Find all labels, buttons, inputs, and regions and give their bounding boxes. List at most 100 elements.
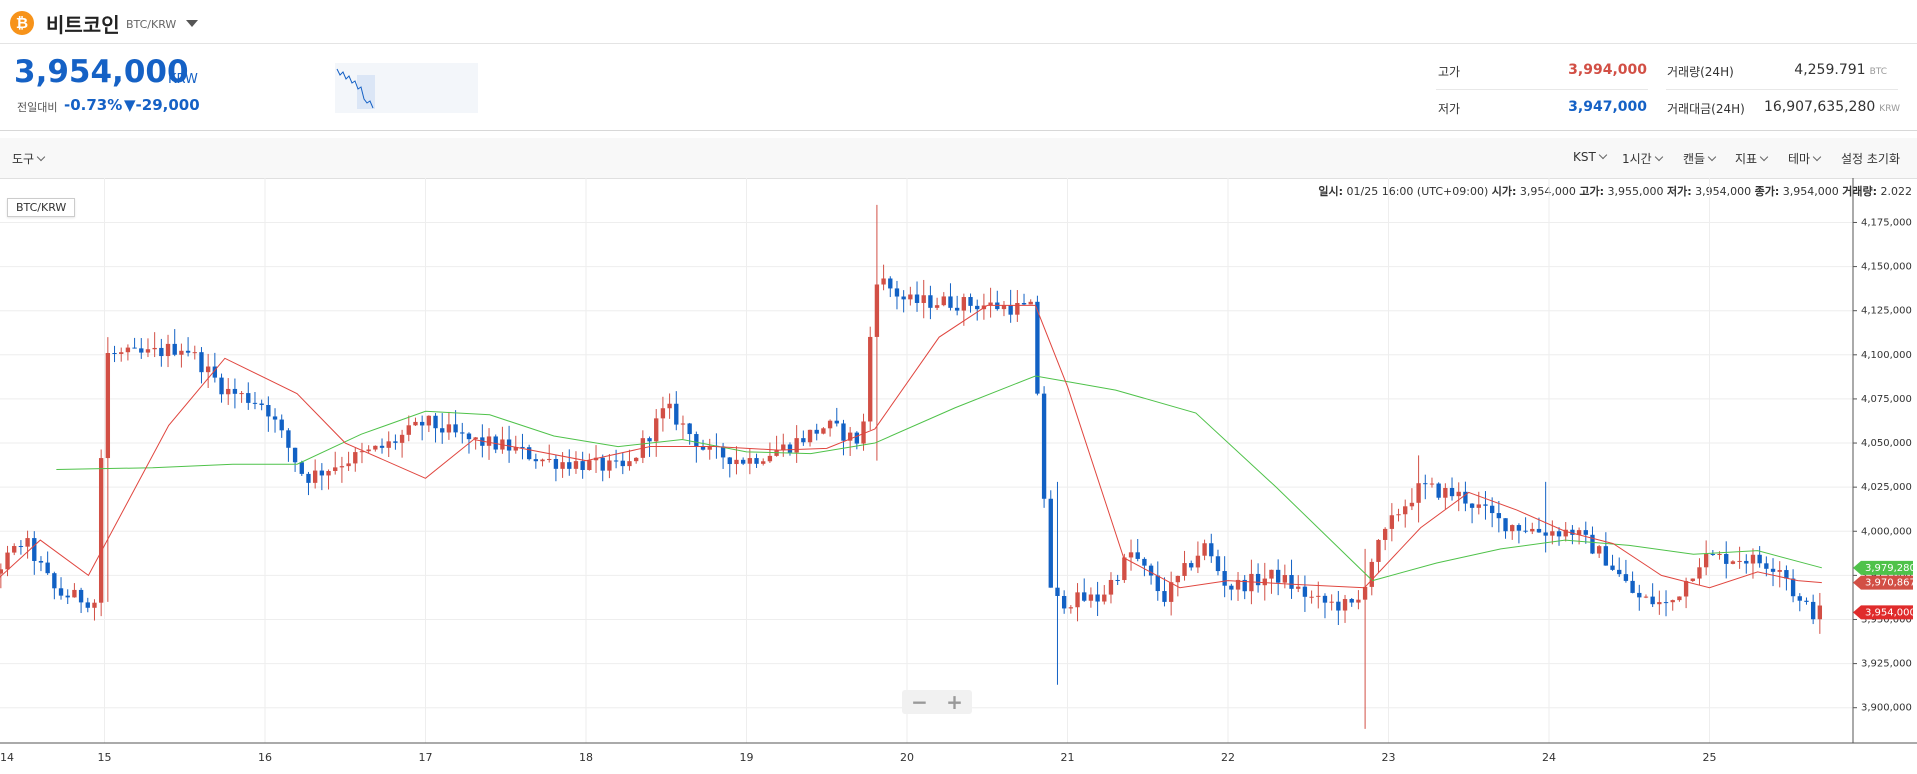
candlestick-chart[interactable]: 4,175,000 4,150,000 4,125,000 4,100,000 4,07… [0, 178, 1917, 774]
reset-settings-button[interactable]: 설정 초기화 [1841, 152, 1901, 166]
candle-body [1282, 575, 1288, 583]
candle-body [172, 343, 177, 355]
x-tick-label: 22 [1221, 751, 1235, 764]
y-tick-label: 4,050,000 [1861, 438, 1912, 449]
candle-body [901, 296, 906, 300]
candle-body [440, 428, 445, 433]
candle-body [205, 366, 211, 373]
candle-body [1443, 487, 1448, 498]
candle-body [1015, 303, 1020, 315]
candle-body [928, 295, 933, 308]
candle-body [0, 569, 4, 574]
candle-body [1162, 591, 1167, 602]
candle-body [1409, 502, 1415, 507]
candle-body [934, 305, 940, 308]
candle-body [159, 347, 164, 357]
y-tick-label: 3,950,000 [1861, 614, 1912, 625]
candle-body [727, 457, 732, 465]
candle-body [1168, 582, 1174, 602]
candle-body [1316, 595, 1321, 597]
x-tick-label: 23 [1382, 751, 1396, 764]
x-tick-label: 20 [900, 751, 914, 764]
candle-body [486, 436, 492, 446]
candle-body [1082, 592, 1087, 601]
top-bar: ₿ 비트코인 BTC/KRW [0, 0, 1917, 44]
candle-body [1329, 601, 1334, 603]
candle-body [105, 353, 111, 459]
candle-body [540, 459, 545, 462]
candle-body [1115, 579, 1120, 581]
volume-unit: BTC [1869, 67, 1887, 77]
candle-body [1061, 595, 1067, 609]
candle-body [1048, 498, 1053, 588]
theme-menu[interactable]: 테마 [1788, 150, 1820, 167]
candle-body [38, 560, 44, 563]
timezone-menu[interactable]: KST [1573, 150, 1606, 164]
candle-body [1737, 560, 1742, 562]
candle-body [861, 421, 866, 444]
candle-body [112, 353, 117, 355]
candle-body [165, 343, 171, 357]
zoom-in-button[interactable]: + [946, 690, 963, 714]
candle-body [493, 436, 498, 450]
x-tick-label: 16 [258, 751, 272, 764]
candle-body [1122, 557, 1127, 581]
candle-body [520, 446, 525, 448]
candle-body [975, 305, 980, 310]
candle-body [1603, 546, 1609, 566]
candle-body [1503, 518, 1508, 532]
candle-body [272, 416, 278, 420]
candle-body [1028, 301, 1033, 305]
change-percent: -0.73% [64, 96, 123, 114]
candle-body [219, 377, 224, 395]
candle-body [1570, 529, 1575, 535]
candle-body [460, 432, 465, 434]
zoom-out-button[interactable]: − [911, 690, 928, 714]
chevron-down-icon[interactable] [186, 20, 198, 27]
candle-body [781, 444, 786, 451]
indicator-menu[interactable]: 지표 [1735, 150, 1767, 167]
candle-body [199, 352, 204, 373]
candle-body [446, 424, 452, 433]
candle-body [1717, 553, 1722, 555]
volume-label: 거래량(24H) [1667, 65, 1734, 79]
candle-body [1677, 596, 1682, 601]
tools-menu[interactable]: 도구 [12, 150, 44, 167]
candle-body [567, 462, 572, 469]
candle-body [787, 444, 793, 453]
candle-body [1790, 578, 1796, 597]
candle-body [32, 538, 37, 561]
candle-body [406, 425, 411, 435]
candle-body [1155, 575, 1160, 592]
candle-body [473, 437, 478, 440]
candle-body [1550, 531, 1555, 536]
interval-menu[interactable]: 1시간 [1622, 150, 1662, 167]
ohlc-info: 일시: 01/25 16:00 (UTC+09:00) 시가: 3,954,00… [1318, 185, 1912, 198]
candle-body [754, 458, 759, 464]
candle-body [1322, 595, 1328, 603]
candle-body [1275, 569, 1281, 583]
candle-body [1349, 599, 1354, 603]
candle-body [1489, 505, 1495, 514]
candle-body [1764, 563, 1769, 569]
candle-body [185, 350, 191, 353]
candle-body [353, 452, 358, 464]
price-tag-label: 3,979,280 [1865, 563, 1916, 574]
candle-body [747, 458, 753, 464]
candle-menu[interactable]: 캔들 [1683, 150, 1715, 167]
candle-body [1516, 525, 1522, 531]
candle-body [547, 458, 552, 460]
candle-body [1055, 587, 1060, 596]
candle-body [85, 602, 90, 608]
candle-body [212, 366, 218, 378]
candle-body [941, 296, 946, 306]
candle-body [413, 421, 418, 426]
candle-body [1663, 602, 1669, 604]
candle-body [306, 473, 311, 483]
candle-body [667, 403, 672, 409]
candle-body [1021, 303, 1027, 305]
mini-chart-line [336, 68, 375, 109]
candle-body [573, 461, 579, 469]
amount-value: 16,907,635,280 KRW [1763, 99, 1900, 115]
candle-body [1697, 567, 1702, 579]
